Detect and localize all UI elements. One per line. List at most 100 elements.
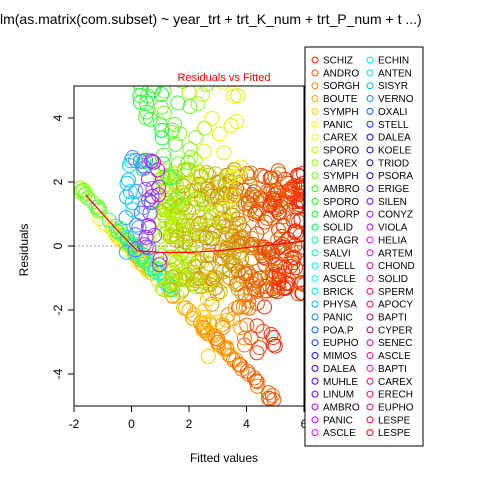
data-point xyxy=(170,256,186,271)
data-point xyxy=(137,160,153,176)
legend-symbol xyxy=(311,377,319,385)
data-point xyxy=(245,276,260,291)
data-point xyxy=(242,176,258,192)
data-point xyxy=(265,387,280,403)
data-point xyxy=(263,327,279,342)
data-point xyxy=(136,200,152,215)
legend-symbol xyxy=(311,262,319,270)
data-point xyxy=(155,156,171,172)
data-point xyxy=(162,249,178,265)
data-point xyxy=(257,299,272,315)
data-point xyxy=(224,189,240,204)
legend-symbol xyxy=(311,185,319,192)
legend-symbol xyxy=(311,364,319,372)
y-tick-label: 4 xyxy=(51,114,65,121)
data-point xyxy=(270,277,286,293)
data-point xyxy=(247,206,263,222)
legend-label: CAREX xyxy=(378,377,413,388)
lines-layer xyxy=(74,194,304,253)
data-point xyxy=(133,86,149,97)
data-point xyxy=(201,256,217,272)
data-point xyxy=(235,209,251,225)
data-point xyxy=(223,118,239,134)
data-point xyxy=(159,168,175,184)
data-point xyxy=(154,130,170,146)
data-point xyxy=(199,86,215,92)
legend-symbol xyxy=(366,262,374,270)
data-point xyxy=(237,337,253,353)
data-point xyxy=(237,196,253,212)
data-point xyxy=(285,213,301,229)
legend-label: RUELL xyxy=(323,261,356,272)
data-point xyxy=(204,231,220,247)
legend-label: AMBRO xyxy=(323,402,360,413)
data-point xyxy=(272,166,288,182)
data-point xyxy=(141,171,156,187)
data-point xyxy=(295,274,304,290)
data-point xyxy=(119,189,135,205)
data-point xyxy=(295,285,304,301)
legend-symbol xyxy=(366,56,374,64)
legend-label: MIMOS xyxy=(323,351,357,362)
data-point xyxy=(181,248,196,264)
data-point xyxy=(288,260,303,276)
legend-label: APOCY xyxy=(378,300,413,311)
data-point xyxy=(289,194,304,210)
data-point xyxy=(183,149,199,165)
data-point xyxy=(153,99,169,115)
data-point xyxy=(273,245,289,261)
data-point xyxy=(227,224,243,240)
data-point xyxy=(150,162,166,178)
y-tick-label: -2 xyxy=(51,304,65,315)
data-point xyxy=(144,188,160,204)
legend-symbol xyxy=(366,197,374,205)
legend-label: ASCLE xyxy=(378,351,411,362)
data-point xyxy=(135,161,151,177)
data-point xyxy=(196,209,212,225)
data-point xyxy=(293,275,304,291)
data-point xyxy=(249,374,265,390)
legend-symbol xyxy=(366,313,374,321)
data-point xyxy=(221,347,237,363)
data-point xyxy=(165,269,180,285)
data-point xyxy=(162,170,178,186)
data-point xyxy=(261,390,276,406)
legend-label: SALVI xyxy=(323,248,351,259)
legend-symbol xyxy=(311,95,319,103)
data-point xyxy=(122,184,138,200)
data-point xyxy=(211,126,227,142)
legend-label: POA.P xyxy=(323,325,354,336)
legend-label: BAPTI xyxy=(378,364,407,375)
legend-label: BRICK xyxy=(323,287,354,298)
data-point xyxy=(196,143,212,159)
data-point xyxy=(202,317,218,333)
legend-label: SISYR xyxy=(378,81,408,92)
data-point xyxy=(233,320,249,336)
data-point xyxy=(294,239,304,255)
data-point xyxy=(125,150,141,165)
legend-label: CAREX xyxy=(323,158,358,169)
data-point xyxy=(196,315,212,331)
legend-label: SPORO xyxy=(323,197,359,208)
data-point xyxy=(229,114,245,130)
legend-symbol xyxy=(311,159,319,167)
data-point xyxy=(267,257,283,273)
data-point xyxy=(185,264,201,280)
data-point xyxy=(271,222,287,238)
data-point xyxy=(190,96,206,112)
legend-symbol xyxy=(366,390,374,398)
legend-symbol xyxy=(366,236,374,244)
data-point xyxy=(209,270,225,286)
legend-symbol xyxy=(311,390,319,398)
data-point xyxy=(247,370,262,386)
data-point xyxy=(141,192,156,208)
legend-symbol xyxy=(366,120,374,128)
legend-label: ECHIN xyxy=(378,56,409,67)
legend-label: SYMPH xyxy=(323,107,359,118)
legend-label: SOLID xyxy=(378,274,408,285)
data-point xyxy=(163,227,179,243)
data-point xyxy=(184,219,200,235)
legend-symbol xyxy=(311,133,319,141)
data-point xyxy=(164,275,180,291)
data-point xyxy=(116,227,131,243)
